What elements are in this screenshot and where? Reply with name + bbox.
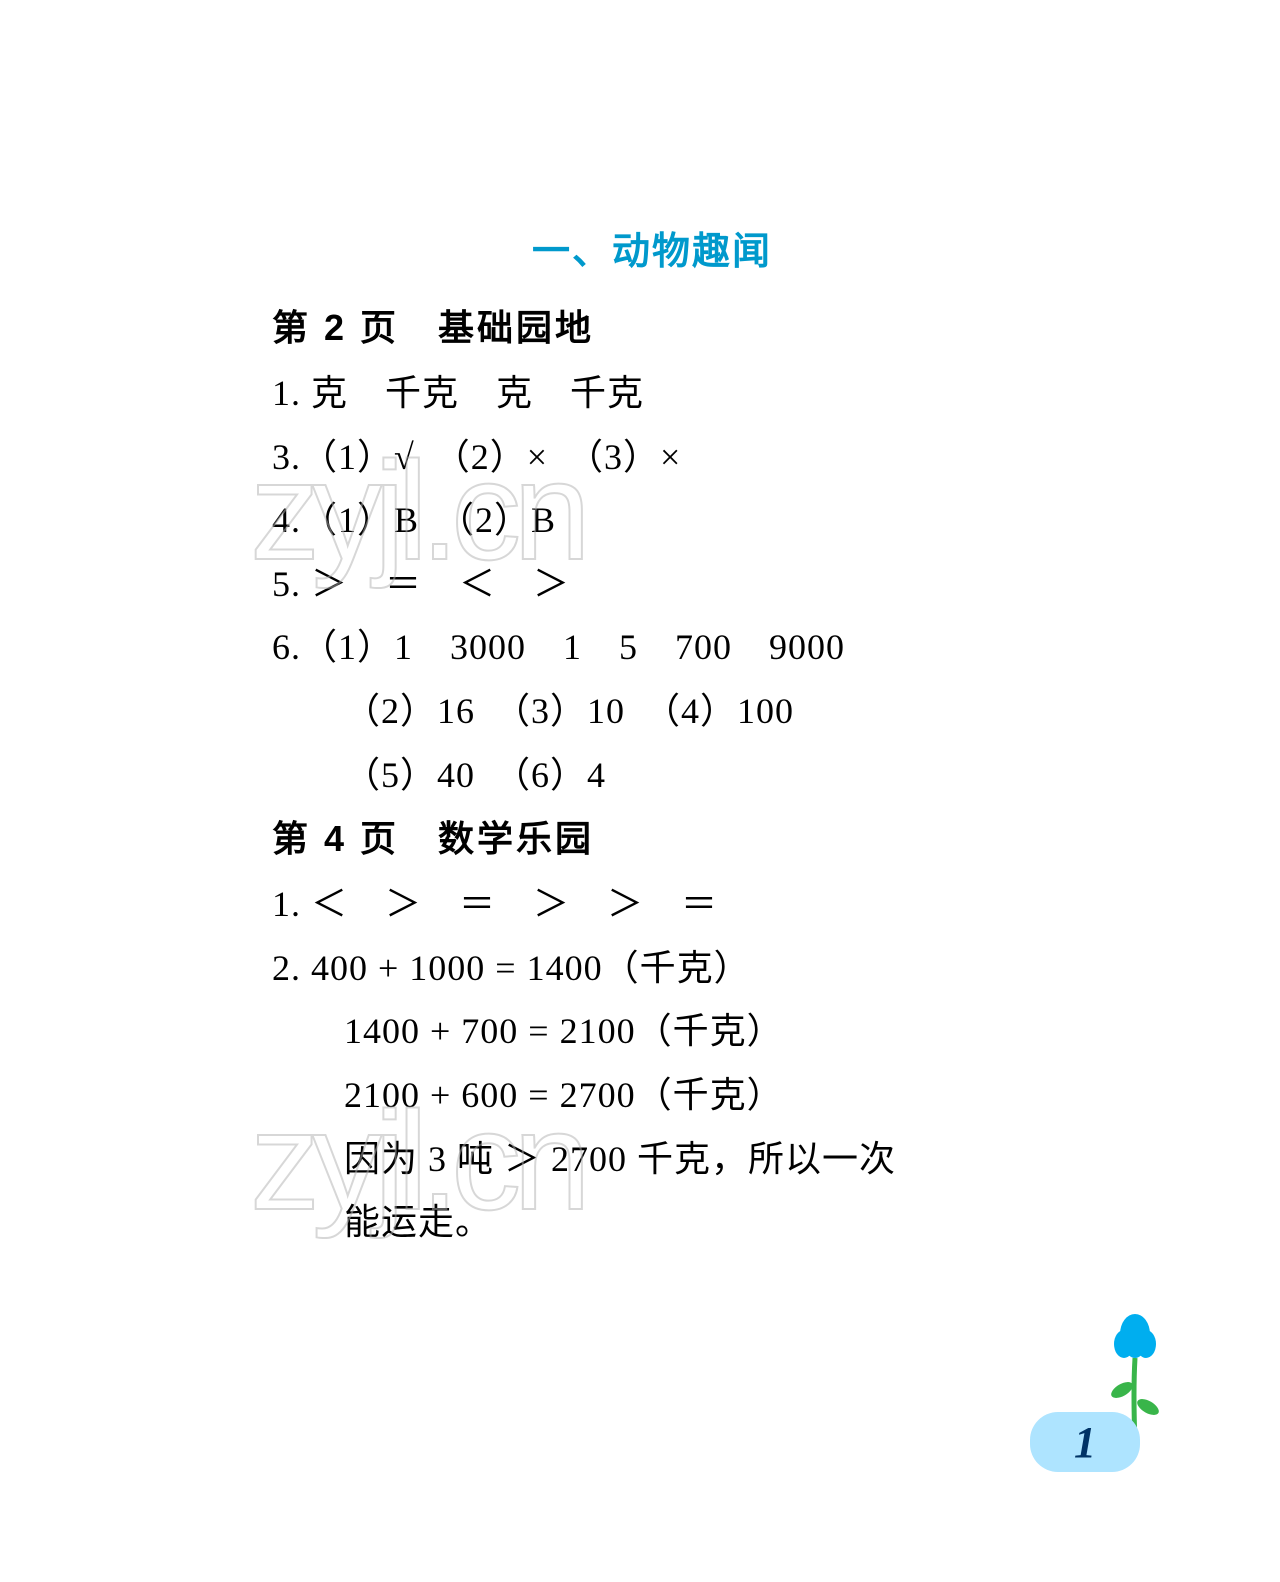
- answer-line: （2）16 （3）10 （4）100: [272, 683, 1032, 741]
- sections-container: 第 2 页 基础园地 1. 克 千克 克 千克 3.（1）√ （2）× （3）×4.…: [272, 299, 1032, 1252]
- answer-line: 因为 3 吨 ＞ 2700 千克，所以一次: [272, 1131, 1032, 1189]
- answer-line: （5）40 （6）4: [272, 747, 1032, 805]
- page-number: 1: [1074, 1417, 1096, 1468]
- answer-line: 2100 + 600 = 2700（千克）: [272, 1067, 1032, 1125]
- answer-line: 4.（1）B （2）B: [272, 492, 1032, 550]
- page-content: 一、动物趣闻 第 2 页 基础园地 1. 克 千克 克 千克 3.（1）√ （2）×…: [272, 220, 1032, 1258]
- page-number-tab: 1: [1030, 1412, 1140, 1472]
- answer-line: 2. 400 + 1000 = 1400（千克）: [272, 940, 1032, 998]
- chapter-title: 一、动物趣闻: [272, 220, 1032, 275]
- answer-line: 5. ＞ ＝ ＜ ＞: [272, 556, 1032, 614]
- answer-line: 3.（1）√ （2）× （3）×: [272, 429, 1032, 487]
- answer-line: 1. 克 千克 克 千克: [272, 365, 1032, 423]
- section-heading: 第 4 页 数学乐园: [272, 810, 1032, 862]
- answer-line: 1. ＜ ＞ ＝ ＞ ＞ ＝: [272, 876, 1032, 934]
- answer-line: 6.（1）1 3000 1 5 700 9000: [272, 619, 1032, 677]
- section-heading: 第 2 页 基础园地: [272, 299, 1032, 351]
- answer-line: 1400 + 700 = 2100（千克）: [272, 1003, 1032, 1061]
- answer-line: 能运走。: [272, 1194, 1032, 1252]
